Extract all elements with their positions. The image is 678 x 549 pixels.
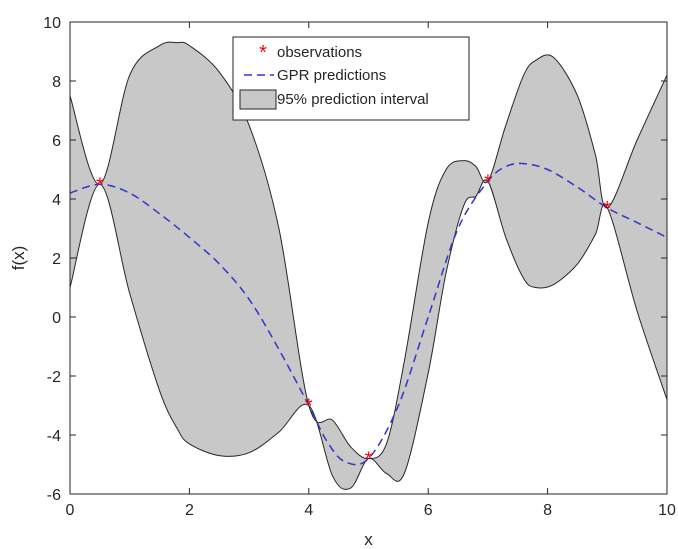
- observation-point: *: [603, 198, 611, 220]
- observation-point: *: [365, 449, 373, 471]
- legend-interval-swatch-icon: [239, 89, 277, 110]
- legend-observations-label: observations: [277, 44, 362, 61]
- legend: * observations GPR predictions 95% predi…: [232, 36, 470, 121]
- y-tick-label: 0: [52, 310, 61, 327]
- observation-point: *: [96, 174, 104, 196]
- legend-observations-marker-icon: *: [259, 42, 267, 64]
- y-tick-label: 4: [52, 192, 61, 209]
- x-axis-label: x: [364, 530, 373, 549]
- y-tick-label: 8: [52, 74, 61, 91]
- x-tick-label: 6: [424, 502, 433, 519]
- y-tick-label: 2: [52, 251, 61, 268]
- observation-point: *: [484, 171, 492, 193]
- prediction-line-layer: [69, 162, 668, 466]
- y-tick-label: -4: [47, 428, 61, 445]
- y-tick-label: -2: [47, 369, 61, 386]
- legend-interval-label: 95% prediction interval: [277, 91, 429, 108]
- observation-marker-layer: * * * * *: [96, 171, 611, 470]
- x-tick-label: 2: [185, 502, 194, 519]
- tick-layer: 0 2 4 6 8 10 -6 -4 -2 0 2 4 6 8 10: [43, 15, 676, 519]
- y-axis-label: f(x): [9, 246, 28, 271]
- x-tick-label: 10: [658, 502, 676, 519]
- y-tick-label: 6: [52, 133, 61, 150]
- x-tick-label: 0: [66, 502, 75, 519]
- y-tick-label: -6: [47, 487, 61, 504]
- y-tick-label: 10: [43, 15, 61, 32]
- x-tick-label: 8: [543, 502, 552, 519]
- gpr-prediction-line: [69, 162, 668, 466]
- legend-gpr-label: GPR predictions: [277, 67, 386, 84]
- x-tick-label: 4: [304, 502, 313, 519]
- observation-point: *: [305, 396, 313, 418]
